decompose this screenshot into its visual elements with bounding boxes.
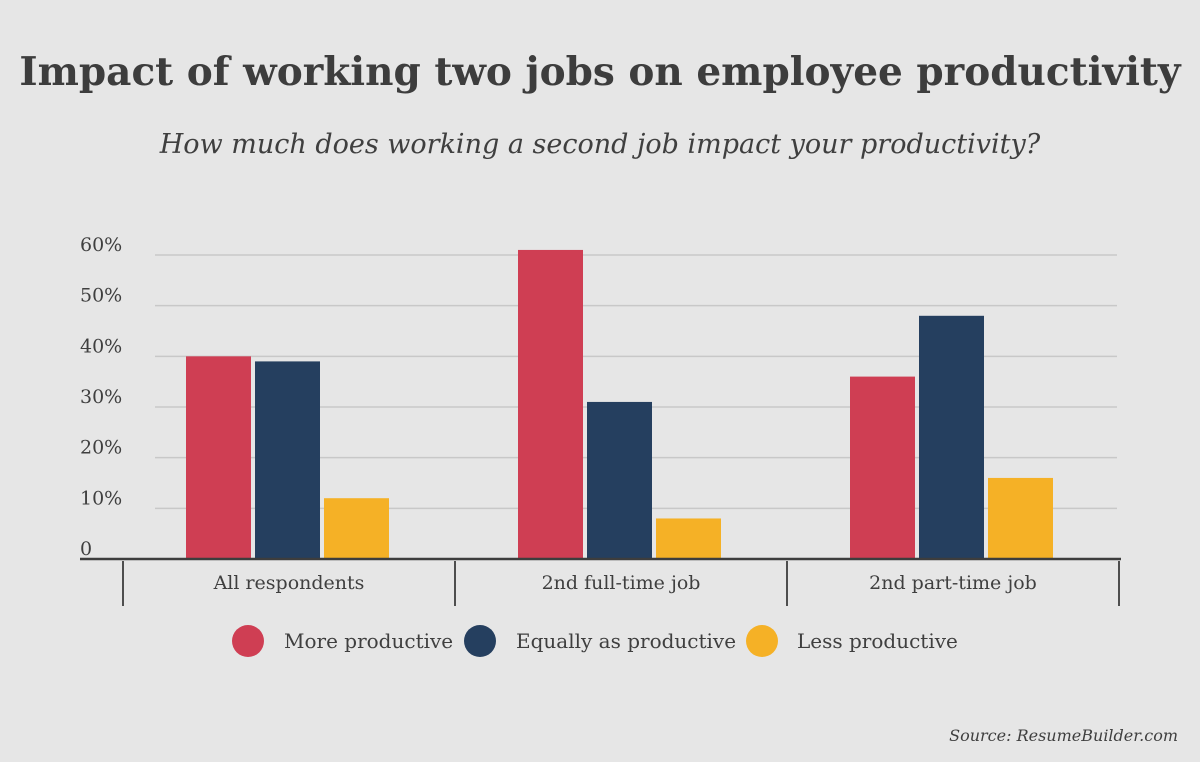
bar-more-productive bbox=[518, 249, 583, 559]
legend-swatch bbox=[746, 625, 778, 657]
category-separators bbox=[122, 561, 1120, 606]
legend-swatch bbox=[464, 625, 496, 657]
chart-subtitle: How much does working a second job impac… bbox=[159, 129, 1041, 160]
y-tick-label: 0 bbox=[80, 538, 92, 560]
bar-less-productive bbox=[324, 498, 389, 559]
y-tick-label: 40% bbox=[80, 335, 122, 357]
chart-title: Impact of working two jobs on employee p… bbox=[19, 49, 1182, 95]
legend-label: Equally as productive bbox=[516, 629, 736, 653]
y-tick-label: 60% bbox=[80, 234, 122, 256]
bar-equally-as-productive bbox=[255, 361, 320, 559]
source-note: Source: ResumeBuilder.com bbox=[949, 726, 1178, 745]
bar-equally-as-productive bbox=[587, 401, 652, 559]
bars bbox=[186, 249, 1053, 559]
x-category-label: All respondents bbox=[213, 572, 365, 594]
x-category-label: 2nd full-time job bbox=[542, 572, 701, 594]
bar-less-productive bbox=[656, 518, 721, 559]
bar-more-productive bbox=[186, 356, 251, 559]
legend: More productive Equally as productive Less… bbox=[232, 625, 958, 657]
x-category-label: 2nd part-time job bbox=[869, 572, 1037, 594]
y-axis-ticks: 0 10% 20% 30% 40% 50% 60% bbox=[80, 234, 122, 560]
y-tick-label: 50% bbox=[80, 285, 122, 307]
legend-label: More productive bbox=[284, 629, 453, 653]
y-tick-label: 30% bbox=[80, 386, 122, 408]
bar-equally-as-productive bbox=[919, 315, 984, 559]
y-tick-label: 20% bbox=[80, 437, 122, 459]
legend-label: Less productive bbox=[797, 629, 958, 653]
x-axis-categories: All respondents 2nd full-time job 2nd part… bbox=[213, 572, 1037, 594]
bar-less-productive bbox=[988, 477, 1053, 559]
bar-more-productive bbox=[850, 376, 915, 559]
y-tick-label: 10% bbox=[80, 487, 122, 509]
legend-swatch bbox=[232, 625, 264, 657]
